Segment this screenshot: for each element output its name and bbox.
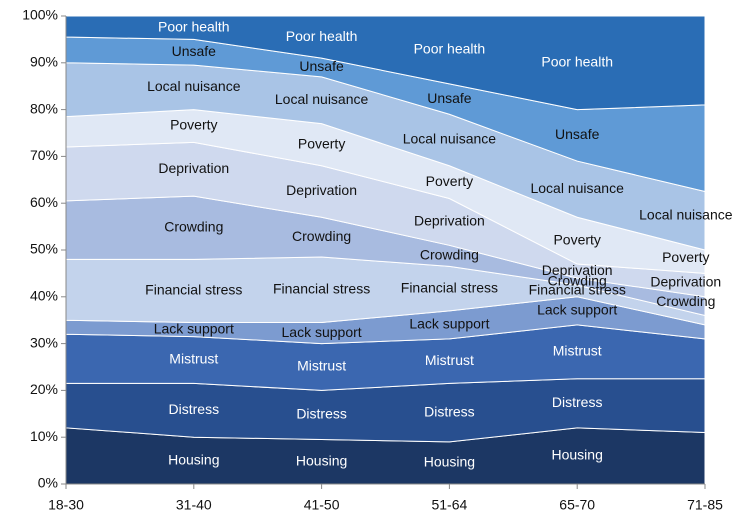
x-tick-label: 41-50 [304,497,340,513]
area-label: Poverty [298,135,345,151]
x-tick-label: 51-64 [431,497,467,513]
area-label: Poor health [541,54,613,70]
area-label: Mistrust [169,351,218,367]
area-label: Housing [168,451,219,467]
area-label: Distress [296,406,347,422]
area-label: Distress [424,403,475,419]
y-tick-label: 50% [30,241,58,257]
area-label: Housing [424,454,475,470]
area-label: Unsafe [172,43,217,59]
area-label: Lack support [409,316,489,332]
area-label: Financial stress [145,282,242,298]
y-tick-label: 60% [30,194,58,210]
area-label: Deprivation [158,160,229,176]
area-label: Poor health [158,18,230,34]
x-tick-label: 31-40 [176,497,212,513]
area-label: Poverty [553,231,600,247]
y-tick-label: 80% [30,100,58,116]
area-label: Poor health [414,41,486,57]
area-label: Crowding [656,293,715,309]
area-label: Crowding [292,228,351,244]
area-label: Local nuisance [403,131,497,147]
area [65,15,706,111]
area-label: Mistrust [297,358,346,374]
area-label: Unsafe [299,58,344,74]
y-tick-label: 40% [30,288,58,304]
y-tick-label: 10% [30,428,58,444]
area-label: Local nuisance [275,91,369,107]
area-label: Mistrust [553,342,602,358]
area-label: Crowding [548,272,607,288]
area-label: Poor health [286,28,358,44]
area-label: Lack support [537,302,617,318]
area-label: Financial stress [529,282,626,298]
y-tick-label: 70% [30,147,58,163]
y-tick-label: 90% [30,54,58,70]
area-label: Unsafe [555,126,600,142]
area-label: Housing [552,447,603,463]
area-label: Crowding [164,218,223,234]
y-tick-label: 20% [30,381,58,397]
area-label: Poverty [170,117,217,133]
area-label: Mistrust [425,352,474,368]
area-label: Local nuisance [530,180,624,196]
area-label: Deprivation [542,262,613,278]
area-label: Crowding [420,247,479,263]
y-tick-label: 30% [30,334,58,350]
area-label: Financial stress [401,279,498,295]
area-label: Housing [296,452,347,468]
area-label: Local nuisance [639,207,733,223]
x-tick-label: 65-70 [559,497,595,513]
area-label: Local nuisance [147,78,241,94]
area-label: Deprivation [286,182,357,198]
area-label: Deprivation [414,213,485,229]
area-label: Deprivation [650,274,721,290]
area-label: Financial stress [273,280,370,296]
x-tick-label: 71-85 [687,497,723,513]
area-label: Lack support [154,320,234,336]
area-label: Poverty [662,249,709,265]
area-label: Distress [169,401,220,417]
x-tick-label: 18-30 [48,497,84,513]
area-label: Distress [552,394,603,410]
y-tick-label: 0% [38,475,58,491]
area-label: Lack support [282,324,362,340]
y-tick-label: 100% [22,7,58,23]
area-label: Unsafe [427,90,472,106]
area-label: Poverty [426,173,473,189]
